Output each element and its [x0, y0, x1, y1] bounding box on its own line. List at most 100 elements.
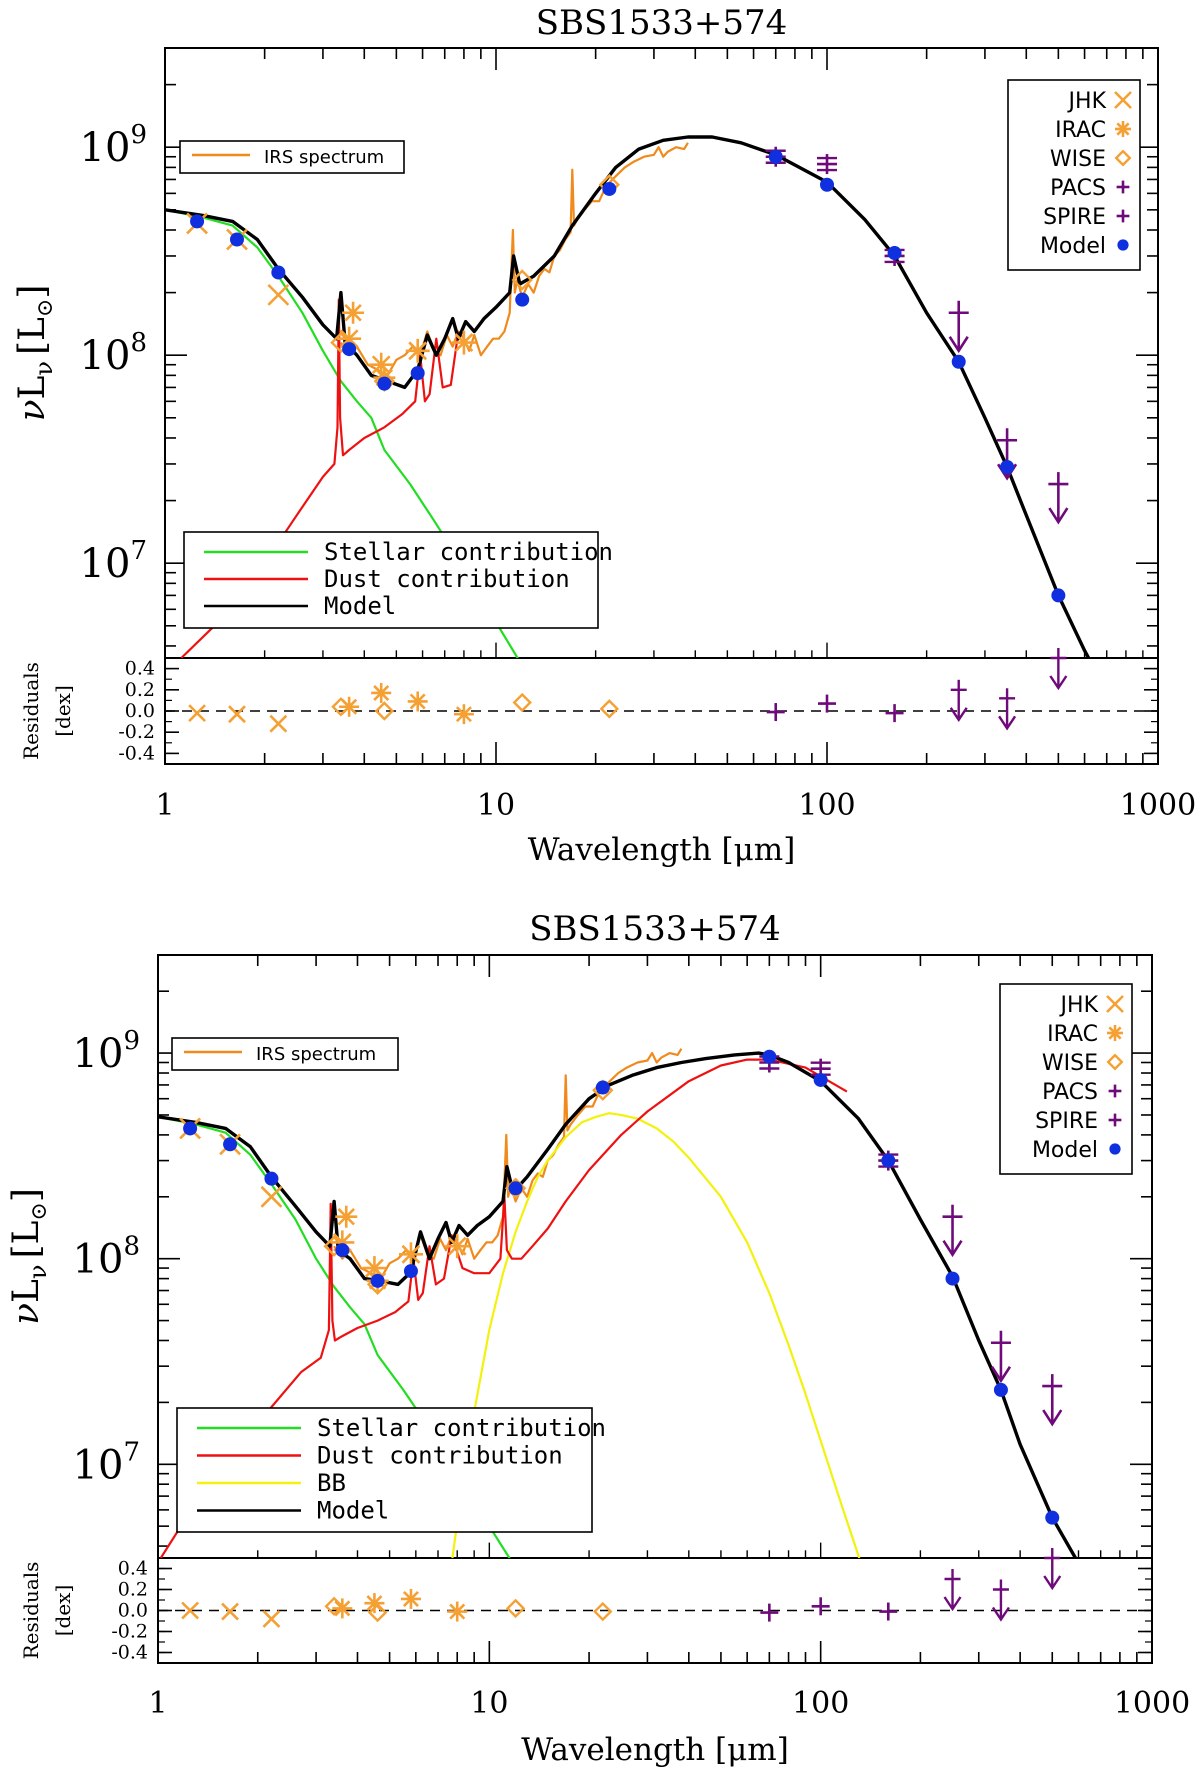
y-tick-exponent: 8 — [130, 328, 147, 358]
wise-residual — [324, 1596, 344, 1616]
spire-residual — [998, 688, 1017, 731]
jhk-point — [260, 1185, 283, 1208]
y-tick-base: 10 — [73, 1442, 124, 1488]
legend-label-dust-contribution: Dust contribution — [317, 1442, 563, 1470]
model-point — [403, 1264, 418, 1279]
spire-residual-arrowhead — [991, 1606, 1010, 1622]
residual-tick-label: -0.2 — [118, 721, 155, 743]
legend-irs-box — [179, 140, 405, 174]
y-tick-base: 10 — [80, 125, 131, 171]
model-point — [887, 246, 902, 261]
model-point — [1000, 460, 1015, 475]
jhk-residual — [269, 714, 288, 733]
irac-point-stroke — [365, 1258, 384, 1278]
jhk-point — [267, 283, 290, 306]
irac-point-stroke — [339, 329, 359, 349]
model-point — [993, 1382, 1008, 1397]
residual-tick-label: 0.2 — [125, 679, 155, 701]
jhk-residual — [181, 1601, 200, 1620]
legend-label-dust-contribution: Dust contribution — [324, 565, 570, 593]
y-axis-label-unit: L — [12, 317, 53, 341]
legend-photometry-box — [1007, 79, 1141, 271]
jhk-residual-stroke — [228, 705, 246, 724]
irac-residual — [332, 1598, 353, 1619]
legend-label-spire: SPIRE — [1035, 1109, 1098, 1134]
legend-photometry: JHK IRAC WISE PACS SPIRE Model — [999, 983, 1133, 1175]
y-tick-base: 10 — [80, 333, 131, 379]
model-point — [223, 1137, 238, 1152]
legend-photometry: JHK IRAC WISE PACS SPIRE Model — [1007, 79, 1141, 271]
pacs-residual — [885, 704, 904, 723]
spire-residual-arrowhead — [943, 1596, 962, 1612]
legend-label-jhk: JHK — [1067, 89, 1107, 114]
y-tick-base: 10 — [80, 541, 131, 587]
wise-residual — [331, 697, 351, 717]
irac-residual — [447, 1601, 468, 1622]
model-point — [229, 232, 244, 247]
model-point — [881, 1153, 896, 1168]
legend-label-pacs: PACS — [1050, 176, 1106, 201]
legend-irs: IRS spectrum — [171, 1037, 399, 1071]
wise-residual — [505, 1598, 526, 1619]
model-point — [183, 1121, 198, 1136]
x-tick-label: 10 — [470, 1686, 508, 1721]
legend-marker-jhk — [1114, 91, 1132, 109]
legend-label-model: Model — [317, 1497, 389, 1525]
irac-point-stroke — [408, 341, 428, 361]
legend-marker-wise — [1114, 149, 1132, 167]
y-axis-label-bracket-close: ] — [6, 1188, 47, 1202]
legend-marker-spire — [1108, 1113, 1122, 1127]
legend-marker-spire — [1116, 209, 1130, 223]
irac-residual — [371, 682, 392, 703]
model-point — [820, 177, 834, 192]
pacs-residual — [760, 1603, 779, 1622]
data-points — [186, 146, 1069, 733]
jhk-residual-stroke — [221, 1602, 239, 1621]
y-tick-base: 10 — [73, 1031, 124, 1077]
irac-extra-point — [335, 1205, 358, 1228]
spire-residual-arrowhead — [998, 715, 1017, 731]
irac-point — [405, 338, 430, 363]
spire-upper-limit — [1048, 472, 1069, 525]
legend-label-wise: WISE — [1042, 1051, 1098, 1076]
irac-point-stroke — [447, 1236, 467, 1256]
x-axis-label: Wavelength [μm] — [528, 832, 796, 868]
residual-axis-label-2: [dex] — [51, 685, 75, 737]
x-tick-label: 1 — [155, 788, 174, 823]
legend-label-bb: BB — [317, 1469, 346, 1497]
y-axis-label: νLν[L⊙] — [12, 285, 58, 422]
model-point — [271, 265, 286, 280]
irac-point — [398, 1242, 423, 1267]
spire-residual-arrowhead — [1049, 675, 1068, 691]
x-axis-label: Wavelength [μm] — [521, 1732, 789, 1768]
irac-residual — [364, 1593, 385, 1614]
jhk-residual — [221, 1602, 239, 1621]
legend-label-irac: IRAC — [1055, 118, 1106, 143]
chart-title: SBS1533+574 — [529, 909, 780, 949]
legend-marker-pacs — [1108, 1084, 1122, 1098]
irac-point-stroke — [371, 355, 391, 375]
spire-upper-limit-arrowhead — [942, 1240, 963, 1258]
residual-tick-label: -0.2 — [111, 1621, 148, 1643]
model-point — [335, 1243, 350, 1258]
spire-upper-limit-arrowhead — [948, 336, 969, 354]
y-axis-label-bracket-close: ] — [12, 285, 53, 299]
x-tick-label: 1000 — [1120, 788, 1196, 823]
y-tick-label: 107 — [80, 536, 147, 587]
irac-point — [445, 1234, 470, 1259]
model-point — [1051, 588, 1066, 603]
y-tick-exponent: 7 — [123, 1437, 140, 1467]
legend-marker-irac — [1107, 1025, 1123, 1041]
model-point — [515, 292, 530, 307]
model-point — [370, 1273, 385, 1288]
irac-residual-stroke — [334, 1600, 351, 1617]
irac-extra-point-stroke — [337, 1208, 355, 1226]
irac-extra-point-stroke — [344, 304, 362, 322]
spire-residual-arrowhead — [949, 707, 968, 722]
jhk-point-stroke — [260, 1185, 283, 1208]
irac-residual-stroke — [455, 706, 472, 723]
y-axis-label-bracket-open: [ — [6, 1244, 47, 1258]
residual-axis-label-2: [dex] — [51, 1585, 75, 1637]
pacs-residual — [766, 703, 785, 722]
wise-point — [330, 331, 352, 354]
